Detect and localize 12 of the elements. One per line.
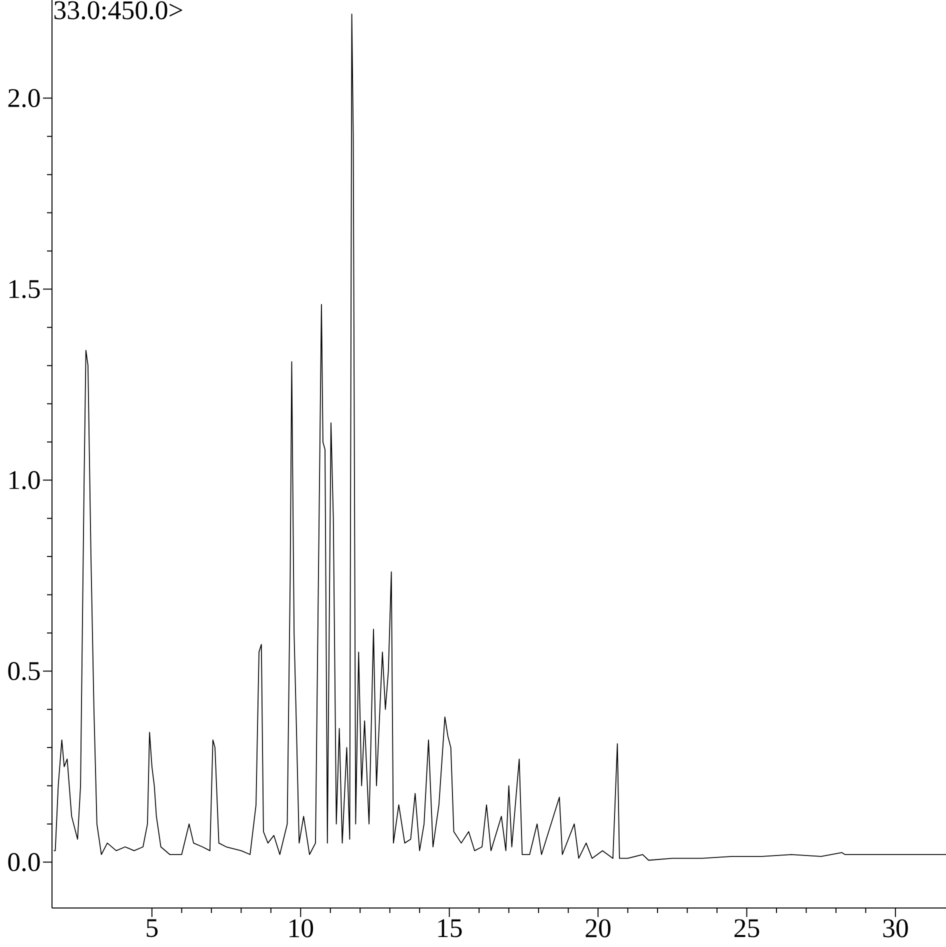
- x-tick-label: 5: [146, 919, 158, 938]
- y-tick-label: 1.0: [10, 471, 40, 490]
- y-tick-label: 0.0: [8, 853, 40, 872]
- x-tick-label: 10: [290, 919, 314, 938]
- y-tick-label: 2.0: [8, 89, 40, 108]
- x-tick-label: 30: [883, 919, 908, 938]
- y-tick-label: 1.5: [10, 280, 40, 298]
- x-tick-label: 20: [586, 919, 610, 938]
- x-tick-label: 15: [438, 919, 462, 938]
- y-tick-label: 0.5: [8, 662, 40, 680]
- annotation: 33.0:450.0>: [54, 1, 182, 20]
- x-tick-label: 25: [734, 919, 760, 938]
